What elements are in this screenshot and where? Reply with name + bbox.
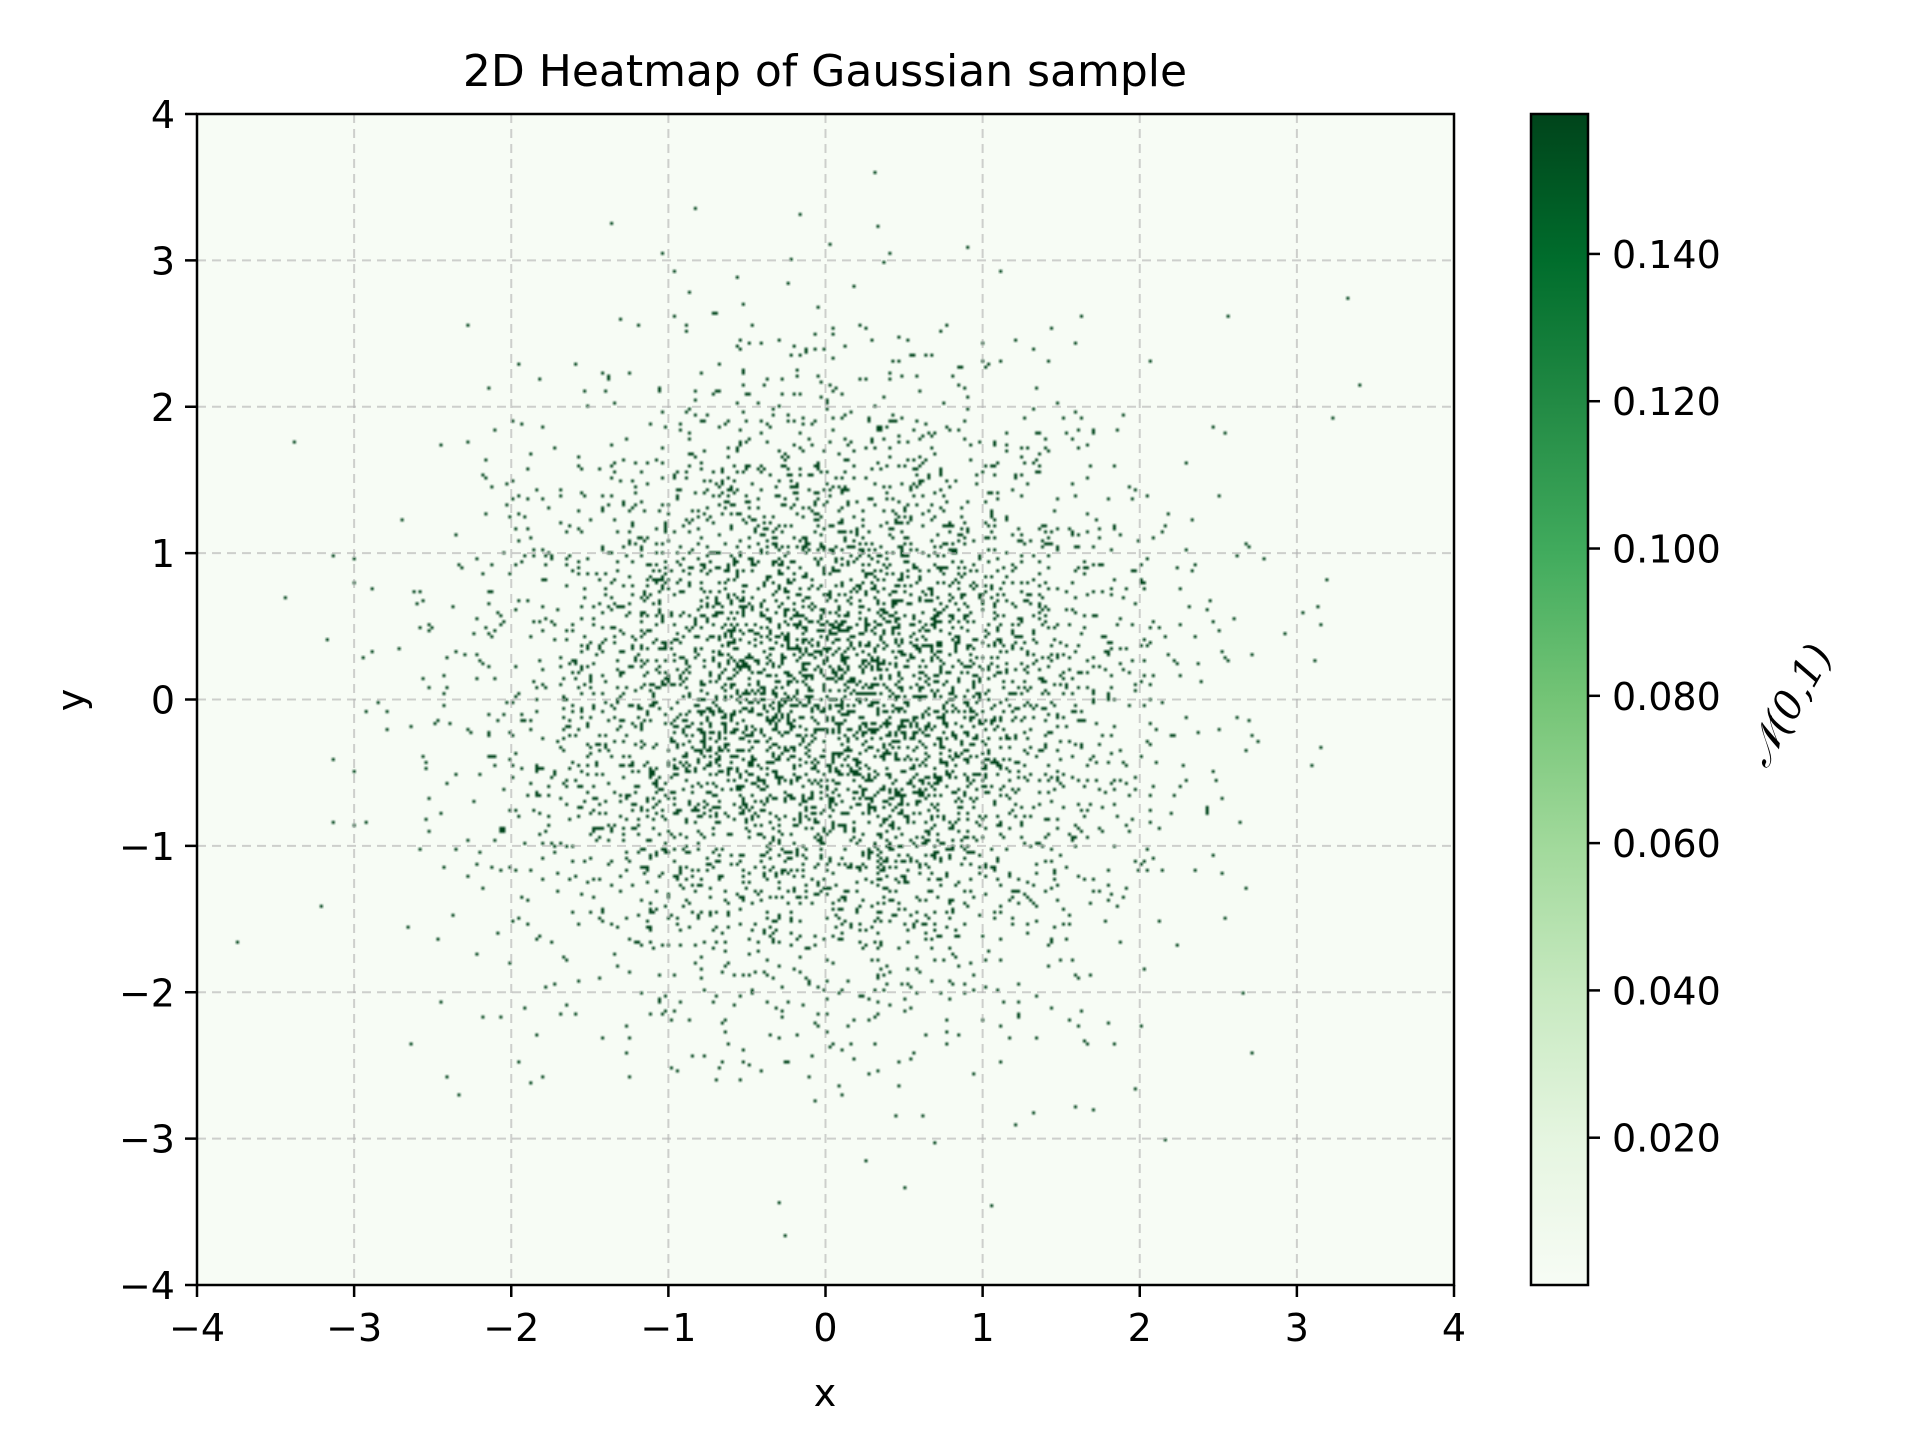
colorbar-tick-label: 0.120 [1612, 380, 1721, 424]
x-tick-label: 2 [1128, 1306, 1152, 1350]
colorbar-label: 𝒩(0,1) [1736, 636, 1842, 774]
x-tick-label: −3 [326, 1306, 382, 1350]
colorbar-tick-label: 0.020 [1612, 1117, 1721, 1161]
x-axis: −4 −3 −2 −1 0 1 2 3 4 [169, 1285, 1466, 1350]
x-tick-label: 3 [1285, 1306, 1309, 1350]
x-axis-label: x [814, 1371, 837, 1415]
y-tick-label: 2 [151, 386, 175, 430]
chart-title: 2D Heatmap of Gaussian sample [463, 46, 1187, 97]
y-tick-label: 4 [151, 93, 175, 137]
y-tick-label: 0 [151, 679, 175, 723]
x-tick-label: 4 [1442, 1306, 1466, 1350]
colorbar-tick-label: 0.080 [1612, 675, 1721, 719]
plot-area [195, 112, 1456, 1287]
y-axis: −4 −3 −2 −1 0 1 2 3 4 [119, 93, 197, 1308]
y-tick-label: 1 [151, 532, 175, 576]
x-tick-label: −4 [169, 1306, 225, 1350]
y-tick-label: −2 [119, 971, 175, 1015]
x-tick-label: −1 [640, 1306, 696, 1350]
colorbar-tick-label: 0.060 [1612, 822, 1721, 866]
x-tick-label: −2 [483, 1306, 539, 1350]
y-tick-label: −1 [119, 825, 175, 869]
y-tick-label: −3 [119, 1118, 175, 1162]
colorbar-ticks: 0.020 0.040 0.060 0.080 0.100 0.120 0.140 [1588, 233, 1721, 1161]
y-tick-label: −4 [119, 1264, 175, 1308]
colorbar-gradient [1529, 112, 1590, 1287]
y-axis-label: y [49, 689, 93, 712]
colorbar-tick-label: 0.040 [1612, 969, 1721, 1013]
x-tick-label: 0 [813, 1306, 837, 1350]
colorbar-tick-label: 0.140 [1612, 233, 1721, 277]
y-tick-label: 3 [151, 239, 175, 283]
colorbar-tick-label: 0.100 [1612, 528, 1721, 572]
x-tick-label: 1 [971, 1306, 995, 1350]
grid-lines [197, 114, 1454, 1285]
colorbar: 0.020 0.040 0.060 0.080 0.100 0.120 0.140 𝒩(0,… [1529, 112, 1842, 1287]
